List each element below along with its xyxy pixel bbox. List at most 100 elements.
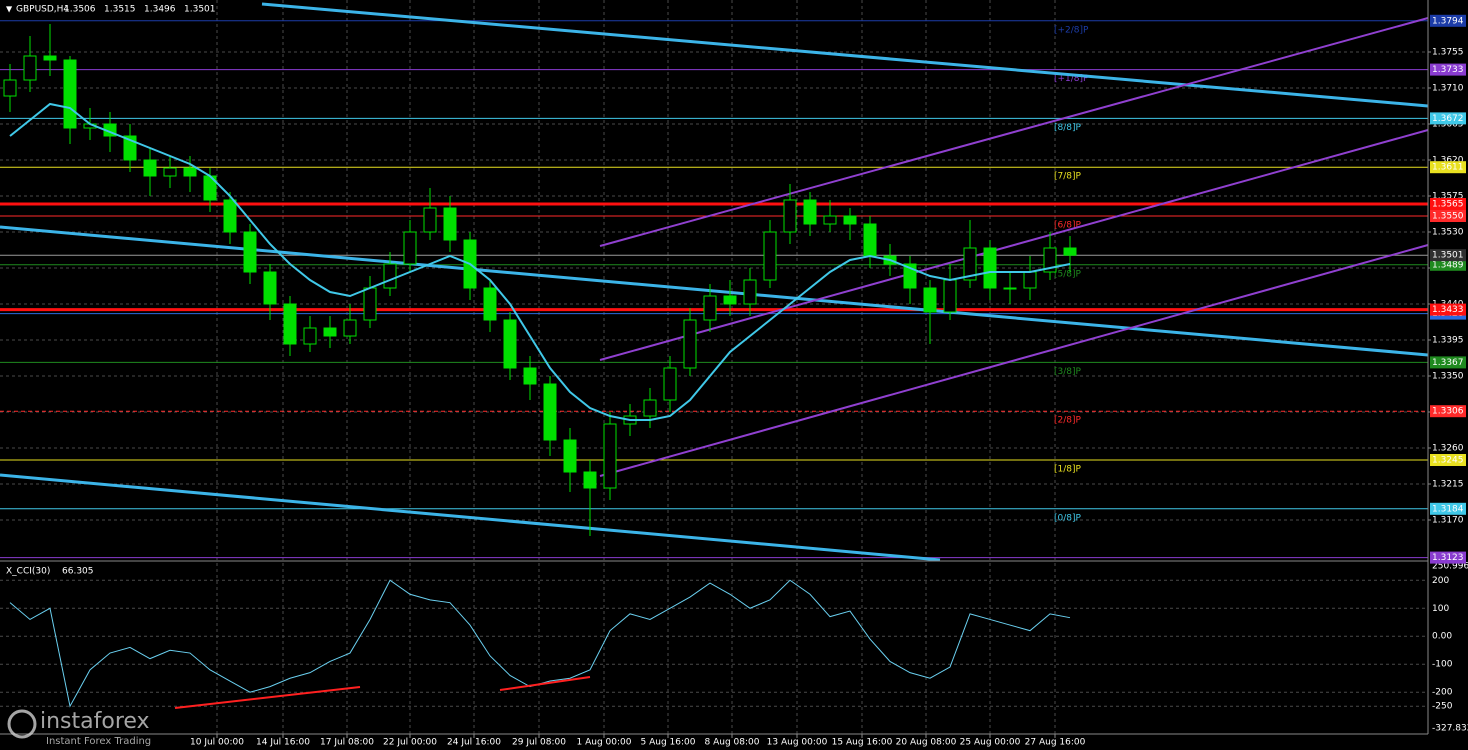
candle-body	[243, 231, 257, 273]
candle-body	[183, 167, 197, 177]
candle-body	[43, 55, 57, 61]
divergence-line	[174, 686, 361, 709]
candle-body	[723, 295, 737, 305]
candle-body	[503, 319, 517, 369]
level-name: [1/8]P	[1054, 465, 1082, 475]
candle-body	[443, 207, 457, 241]
y2-tick-label: -100	[1432, 660, 1453, 670]
level-name: [3/8]P	[1054, 367, 1082, 377]
watermark-brand: instaforex	[40, 709, 150, 734]
indicator-last: 66.305	[62, 567, 94, 577]
candle-body	[823, 215, 837, 225]
y-tick-label: 1.3260	[1432, 444, 1464, 454]
y-tick-label: 1.3530	[1432, 228, 1464, 238]
divergence-line	[499, 676, 591, 691]
y-tick-label: 1.3710	[1432, 84, 1464, 94]
candle-body	[783, 199, 797, 233]
level-label: 1.3245	[1432, 456, 1464, 466]
level-label: 1.3672	[1432, 114, 1464, 124]
trend-line	[261, 2, 1429, 108]
quote-value: 1.3506	[64, 5, 96, 15]
y-tick-label: 1.3215	[1432, 480, 1464, 490]
divergence	[174, 676, 591, 709]
level-box	[1430, 258, 1466, 271]
candle-body	[1043, 247, 1057, 273]
x-tick-label: 17 Jul 08:00	[320, 738, 374, 748]
y-tick-label: 1.3755	[1432, 48, 1464, 58]
candle-body	[643, 399, 657, 417]
x-tick-label: 1 Aug 00:00	[577, 738, 632, 748]
current-price-label: 1.3501	[1432, 251, 1464, 261]
level-box	[1430, 210, 1466, 222]
y2-tick-label: 250.9969	[1432, 562, 1468, 572]
level-label: 1.3306	[1432, 407, 1464, 417]
candle-body	[3, 79, 17, 97]
level-box	[1430, 405, 1466, 418]
candle-body	[383, 263, 397, 289]
watermark-tagline: Instant Forex Trading	[46, 736, 151, 747]
y-tick-label: 1.3575	[1432, 192, 1464, 202]
candle-body	[323, 327, 337, 337]
level-label: 1.3611	[1432, 163, 1464, 173]
y2-tick-label: 100	[1432, 604, 1449, 614]
x-tick-label: 10 Jul 00:00	[190, 738, 244, 748]
quote-value: 1.3501	[184, 5, 216, 15]
candle-body	[943, 279, 957, 313]
x-tick-label: 14 Jul 16:00	[256, 738, 310, 748]
level-label: 1.3550	[1432, 212, 1464, 222]
x-tick-label: 27 Aug 16:00	[1025, 738, 1086, 748]
level-label: 1.3184	[1432, 504, 1464, 514]
candle-body	[963, 247, 977, 281]
x-tick-label: 25 Aug 00:00	[960, 738, 1021, 748]
candle-body	[223, 199, 237, 233]
candle-body	[1023, 271, 1037, 289]
candle-body	[143, 159, 157, 177]
trend-line	[0, 225, 1429, 357]
indicator-title: X_CCI(30)	[6, 567, 50, 577]
y-tick-label: 1.3170	[1432, 516, 1464, 526]
candle-body	[743, 279, 757, 305]
candle-body	[343, 319, 357, 337]
level-label: 1.3489	[1432, 260, 1464, 270]
candle-body	[583, 471, 597, 489]
level-label: 1.3367	[1432, 358, 1464, 368]
candle-body	[1003, 287, 1017, 290]
level-name: [6/8]P	[1054, 221, 1082, 231]
y2-tick-label: -200	[1432, 688, 1453, 698]
x-tick-label: 5 Aug 16:00	[641, 738, 696, 748]
watermark-logo	[7, 709, 37, 739]
candle-body	[403, 231, 417, 265]
level-box	[1430, 161, 1466, 174]
candle-body	[703, 295, 717, 321]
current-price-box	[1430, 249, 1466, 262]
candle-body	[543, 383, 557, 441]
level-box	[1430, 63, 1466, 76]
candle-body	[163, 167, 177, 177]
header-marker: ▼	[6, 5, 13, 14]
level-name: [2/8]P	[1054, 416, 1082, 426]
candle-body	[843, 215, 857, 225]
quote-value: 1.3496	[144, 5, 176, 15]
level-box	[1430, 551, 1466, 564]
y2-tick-label: 200	[1432, 576, 1449, 586]
x-tick-label: 13 Aug 00:00	[767, 738, 828, 748]
candle-body	[363, 287, 377, 321]
candle-body	[983, 247, 997, 289]
sr-box	[1430, 198, 1466, 210]
sr-label: 1.3565	[1432, 200, 1464, 210]
x-tick-label: 24 Jul 16:00	[447, 738, 501, 748]
channel	[599, 17, 1429, 477]
candle-body	[483, 287, 497, 321]
x-tick-label: 8 Aug 08:00	[705, 738, 760, 748]
level-box	[1430, 454, 1466, 466]
level-name: [7/8]P	[1054, 172, 1082, 182]
candle-body	[63, 59, 77, 129]
candle-body	[603, 423, 617, 489]
y-tick-label: 1.3665	[1432, 120, 1464, 130]
y-tick-label: 1.3350	[1432, 372, 1464, 382]
y-tick-label: 1.3620	[1432, 156, 1464, 166]
channel-line	[599, 244, 1429, 477]
y-tick-label: 1.3395	[1432, 336, 1464, 346]
